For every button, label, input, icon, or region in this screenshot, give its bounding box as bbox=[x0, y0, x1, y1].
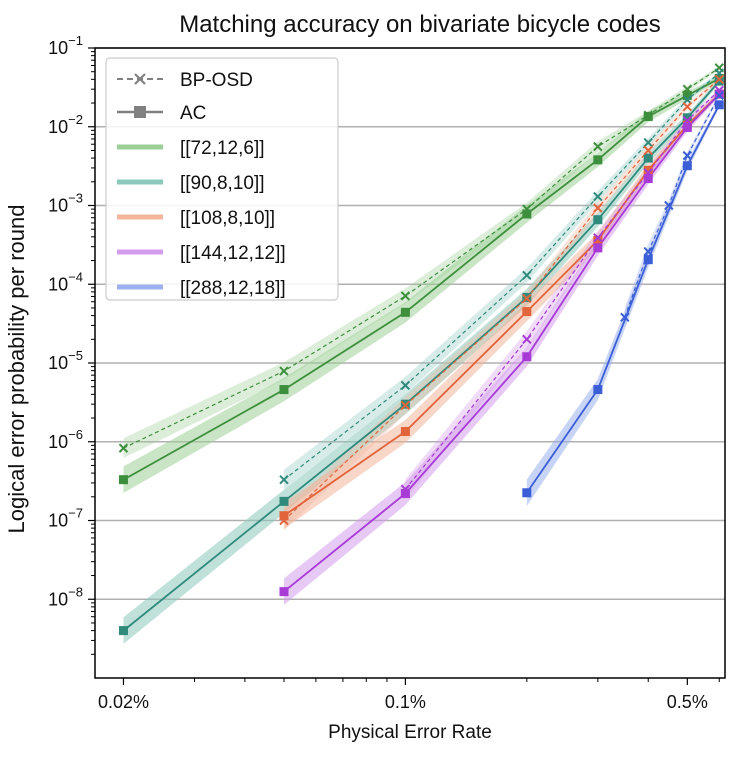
marker-bposd-108-8-10 bbox=[400, 400, 411, 411]
band-bposd-72-12-6 bbox=[123, 66, 720, 458]
series-markers bbox=[118, 63, 724, 636]
line-ac-90-8-10 bbox=[122, 80, 720, 632]
legend-label-144-12-12: [[144,12,12]] bbox=[180, 243, 286, 264]
marker-ac-72-12-6 bbox=[522, 209, 532, 219]
y-axis-label: Logical error probability per round bbox=[4, 205, 29, 534]
marker-ac-288-12-18 bbox=[682, 161, 692, 171]
marker-ac-90-8-10 bbox=[118, 626, 128, 636]
y-tick-label: 10−8 bbox=[48, 584, 83, 609]
marker-bposd-90-8-10 bbox=[279, 474, 289, 485]
line-bposd-144-12-12 bbox=[404, 89, 720, 490]
y-tick-label: 10−7 bbox=[48, 506, 83, 531]
x-tick-label: 0.02% bbox=[98, 692, 149, 712]
marker-bposd-108-8-10 bbox=[714, 74, 724, 85]
marker-bposd-72-12-6 bbox=[400, 291, 411, 301]
chart-title: Matching accuracy on bivariate bicycle c… bbox=[179, 11, 661, 38]
line-ac-72-12-6 bbox=[123, 77, 720, 481]
y-tick-label: 10−5 bbox=[48, 348, 83, 373]
x-tick-label: 0.5% bbox=[667, 692, 708, 712]
marker-bposd-288-12-18 bbox=[682, 150, 693, 161]
marker-bposd-72-12-6 bbox=[279, 366, 289, 376]
marker-ac-144-12-12 bbox=[400, 489, 410, 499]
marker-bposd-90-8-10 bbox=[643, 137, 653, 148]
legend: BP-OSD AC [[72,12,6]] [[90,8,10]] [[108,8,10… bbox=[105, 57, 339, 301]
y-tick-label: 10−4 bbox=[48, 269, 83, 294]
marker-bposd-288-12-18 bbox=[620, 312, 630, 323]
legend-marker-ac bbox=[134, 106, 146, 118]
band-bposd-90-8-10 bbox=[284, 71, 720, 490]
marker-bposd-108-8-10 bbox=[682, 101, 693, 112]
y-tick-label: 10−1 bbox=[48, 33, 83, 58]
marker-ac-72-12-6 bbox=[593, 155, 603, 165]
marker-ac-288-12-18 bbox=[593, 385, 603, 395]
marker-ac-108-8-10 bbox=[279, 511, 289, 521]
legend-label-108-8-10: [[108,8,10]] bbox=[180, 208, 275, 229]
legend-label-ac: AC bbox=[180, 103, 206, 124]
marker-ac-144-12-12 bbox=[643, 174, 653, 184]
y-tick-label: 10−2 bbox=[48, 112, 83, 137]
marker-bposd-90-8-10 bbox=[400, 380, 411, 391]
marker-bposd-90-8-10 bbox=[682, 95, 693, 105]
marker-ac-72-12-6 bbox=[643, 111, 653, 121]
marker-bposd-108-8-10 bbox=[643, 145, 653, 156]
x-tick-label: 0.1% bbox=[385, 692, 426, 712]
marker-bposd-90-8-10 bbox=[522, 270, 532, 280]
marker-ac-144-12-12 bbox=[279, 587, 289, 597]
marker-bposd-144-12-12 bbox=[522, 334, 532, 345]
marker-ac-108-8-10 bbox=[643, 165, 653, 175]
marker-bposd-90-8-10 bbox=[593, 191, 603, 202]
legend-label-288-12-18: [[288,12,18]] bbox=[180, 278, 286, 299]
marker-ac-144-12-12 bbox=[522, 352, 532, 362]
marker-ac-90-8-10 bbox=[279, 496, 289, 506]
y-tick-label: 10−6 bbox=[48, 427, 83, 452]
marker-ac-72-12-6 bbox=[400, 307, 410, 317]
marker-ac-72-12-6 bbox=[682, 90, 692, 100]
legend-label-bposd: BP-OSD bbox=[180, 70, 253, 91]
marker-ac-90-8-10 bbox=[714, 76, 724, 86]
marker-bposd-288-12-18 bbox=[664, 200, 674, 211]
band-ac-90-8-10 bbox=[123, 78, 720, 644]
marker-bposd-72-12-6 bbox=[593, 141, 603, 152]
marker-bposd-288-12-18 bbox=[643, 246, 653, 257]
marker-ac-108-8-10 bbox=[522, 307, 532, 317]
marker-ac-288-12-18 bbox=[643, 255, 653, 265]
marker-ac-90-8-10 bbox=[682, 113, 692, 123]
legend-label-72-12-6: [[72,12,6]] bbox=[180, 138, 265, 159]
axis-ticks: 10−8 10−7 10−6 10−5 10−4 10−3 10−2 10−1 0.02% 0.1… bbox=[48, 33, 720, 712]
band-bposd-144-12-12 bbox=[405, 88, 720, 500]
marker-ac-72-12-6 bbox=[118, 475, 128, 485]
marker-bposd-144-12-12 bbox=[593, 232, 603, 243]
marker-ac-144-12-12 bbox=[682, 122, 692, 132]
marker-ac-144-12-12 bbox=[593, 243, 603, 253]
marker-bposd-108-8-10 bbox=[522, 293, 532, 304]
legend-marker-bposd bbox=[134, 73, 146, 85]
marker-ac-72-12-6 bbox=[279, 385, 289, 395]
marker-bposd-288-12-18 bbox=[714, 90, 724, 101]
marker-bposd-72-12-6 bbox=[118, 443, 129, 453]
marker-ac-108-8-10 bbox=[400, 426, 410, 436]
marker-ac-108-8-10 bbox=[593, 235, 603, 245]
legend-label-90-8-10: [[90,8,10]] bbox=[180, 173, 265, 194]
marker-ac-288-12-18 bbox=[522, 488, 532, 498]
y-tick-label: 10−3 bbox=[48, 191, 83, 216]
marker-ac-90-8-10 bbox=[643, 153, 653, 163]
marker-bposd-108-8-10 bbox=[593, 203, 603, 213]
marker-ac-288-12-18 bbox=[714, 100, 724, 110]
x-axis-label: Physical Error Rate bbox=[328, 722, 492, 743]
marker-ac-90-8-10 bbox=[593, 215, 603, 225]
legend-box bbox=[105, 57, 339, 301]
